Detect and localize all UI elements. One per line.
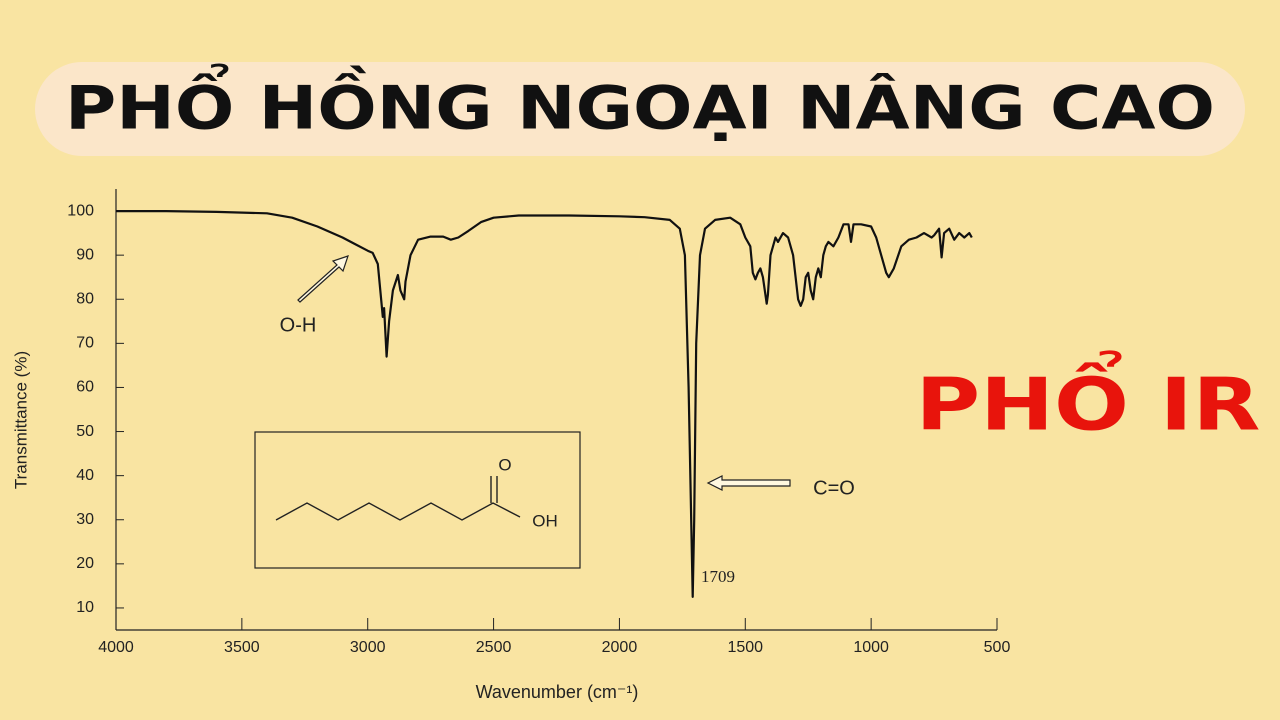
y-tick-label: 60 bbox=[76, 379, 94, 396]
x-tick-label: 4000 bbox=[98, 639, 134, 656]
y-tick-label: 30 bbox=[76, 511, 94, 528]
x-tick-label: 1000 bbox=[853, 639, 889, 656]
co-arrow bbox=[706, 475, 791, 491]
x-tick-label: 3500 bbox=[224, 639, 260, 656]
atom-label: OH bbox=[532, 511, 558, 530]
y-tick-label: 70 bbox=[76, 335, 94, 352]
x-axis-label: Wavenumber (cm⁻¹) bbox=[476, 682, 639, 702]
y-tick-label: 20 bbox=[76, 555, 94, 572]
y-tick-label: 80 bbox=[76, 290, 94, 307]
spectrum-line bbox=[116, 210, 973, 599]
x-tick-label: 2000 bbox=[602, 639, 638, 656]
x-tick-label: 1500 bbox=[727, 639, 763, 656]
x-tick-label: 2500 bbox=[476, 639, 512, 656]
y-tick-label: 40 bbox=[76, 467, 94, 484]
title-pill bbox=[35, 62, 1245, 156]
molecule-chain bbox=[275, 502, 521, 521]
oh-arrow bbox=[297, 255, 349, 303]
annotation: 1709 bbox=[701, 567, 735, 586]
annotation: C=O bbox=[813, 477, 855, 499]
subtitle: PHỔ IR bbox=[916, 352, 1261, 447]
y-tick-label: 100 bbox=[67, 202, 94, 219]
inset-box bbox=[254, 431, 581, 569]
annotation: O-H bbox=[280, 314, 317, 336]
x-tick-label: 3000 bbox=[350, 639, 386, 656]
y-tick-label: 90 bbox=[76, 246, 94, 263]
y-tick-label: 50 bbox=[76, 423, 94, 440]
x-tick-label: 500 bbox=[984, 639, 1011, 656]
page-title: PHỔ HỒNG NGOẠI NÂNG CAO bbox=[65, 62, 1215, 144]
y-tick-label: 10 bbox=[76, 599, 94, 616]
atom-label: O bbox=[498, 455, 511, 474]
y-axis-label: Transmittance (%) bbox=[11, 351, 30, 489]
